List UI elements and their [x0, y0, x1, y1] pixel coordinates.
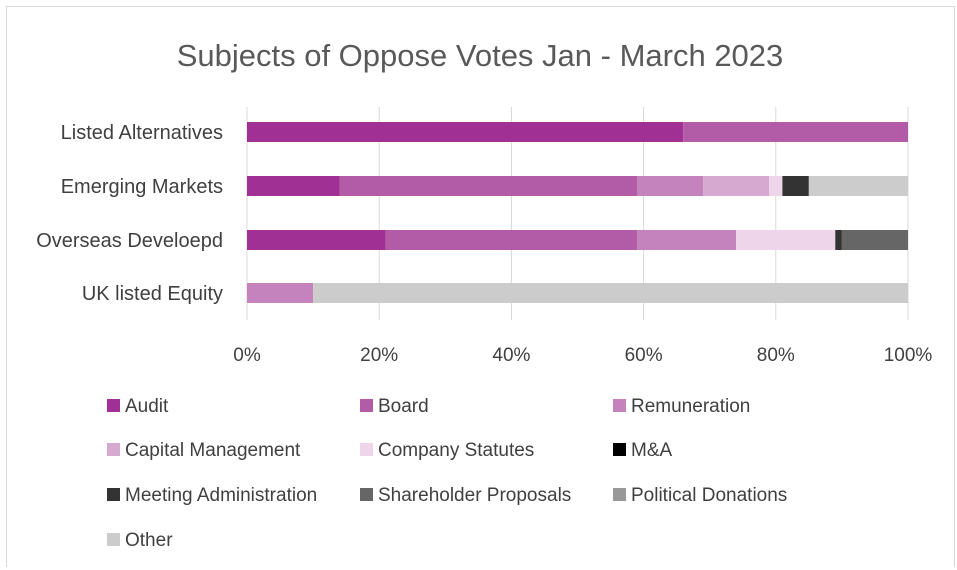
category-label: UK listed Equity: [82, 283, 223, 305]
x-tick-label: 100%: [884, 345, 933, 366]
x-tick-label: 40%: [492, 345, 530, 366]
legend-label: Board: [378, 396, 429, 417]
legend-swatch: [613, 443, 626, 456]
x-tick-label: 20%: [360, 345, 398, 366]
legend-swatch: [360, 443, 373, 456]
bar-segment: [835, 230, 842, 250]
legend-swatch: [107, 399, 120, 412]
x-tick-label: 80%: [757, 345, 795, 366]
x-tick-label: 60%: [625, 345, 663, 366]
legend-swatch: [107, 533, 120, 546]
bar-segment: [769, 176, 783, 196]
bar-segment: [736, 230, 836, 250]
bar-segment: [247, 176, 340, 196]
bar-segment: [782, 176, 809, 196]
legend-swatch: [613, 488, 626, 501]
legend-label: Political Donations: [631, 485, 787, 506]
legend-label: M&A: [631, 440, 673, 461]
legend-swatch: [613, 399, 626, 412]
bar-segment: [683, 122, 908, 142]
stacked-bar-chart: Subjects of Oppose Votes Jan - March 202…: [36, 38, 932, 551]
legend-label: Capital Management: [125, 440, 301, 461]
legend-swatch: [107, 488, 120, 501]
bar-segment: [247, 122, 684, 142]
bar-segment: [339, 176, 637, 196]
bar-segment: [636, 230, 737, 250]
bars: [247, 122, 909, 303]
bar-segment: [247, 283, 314, 303]
legend-label: Meeting Administration: [125, 485, 317, 506]
category-label: Listed Alternatives: [61, 122, 223, 144]
legend-label: Other: [125, 530, 173, 551]
x-tick-label: 0%: [233, 345, 261, 366]
category-label: Emerging Markets: [61, 176, 223, 198]
legend-swatch: [107, 443, 120, 456]
bar-segment: [808, 176, 908, 196]
chart-frame: Subjects of Oppose Votes Jan - March 202…: [6, 6, 955, 567]
category-label: Overseas Develoepd: [36, 230, 223, 252]
bar-segment: [703, 176, 770, 196]
bar-segment: [841, 230, 908, 250]
legend-label: Shareholder Proposals: [378, 485, 571, 506]
bar-segment: [636, 176, 704, 196]
category-labels: Listed Alternatives Emerging Markets Overs…: [36, 122, 223, 305]
bar-segment: [385, 230, 637, 250]
bar-segment: [247, 230, 386, 250]
chart-title: Subjects of Oppose Votes Jan - March 202…: [177, 38, 784, 73]
legend-label: Remuneration: [631, 396, 750, 417]
legend-label: Company Statutes: [378, 440, 534, 461]
bar-segment: [313, 283, 909, 303]
legend-swatch: [360, 488, 373, 501]
legend-label: Audit: [125, 396, 169, 417]
legend-swatch: [360, 399, 373, 412]
legend: Audit Board Remuneration Capital Management…: [107, 396, 787, 551]
x-axis-tick-labels: 0% 20% 40% 60% 80% 100%: [233, 345, 932, 366]
